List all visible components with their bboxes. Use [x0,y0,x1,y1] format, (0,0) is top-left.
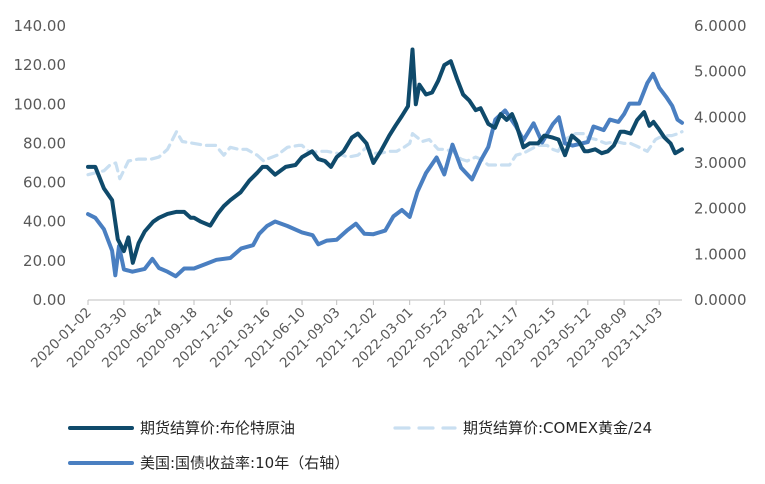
y-left-tick-label: 140.00 [14,17,67,35]
y-left-tick-label: 20.00 [23,252,66,270]
series-line-2 [86,130,684,181]
legend-label-3: 美国:国债收益率:10年（右轴） [140,454,349,472]
y-right-tick-label: 6.0000 [694,17,747,35]
y-left-tick-label: 120.00 [14,56,67,74]
plot-series [86,47,684,279]
y-right-tick-label: 3.0000 [694,154,747,172]
y-left-tick-label: 100.00 [14,95,67,113]
y-right-tick-label: 4.0000 [694,108,747,126]
series-line-1 [86,47,684,265]
y-right-tick-label: 0.0000 [694,291,747,309]
y-right-tick-label: 2.0000 [694,200,747,218]
y-left-tick-label: 80.00 [23,134,66,152]
y-right-tick-label: 1.0000 [694,245,747,263]
y-right-tick-label: 5.0000 [694,63,747,81]
y-left-tick-label: 0.00 [33,291,66,309]
series-line-3 [86,71,684,279]
legend-label-2: 期货结算价:COMEX黄金/24 [463,419,652,437]
legend-label-1: 期货结算价:布伦特原油 [140,419,295,437]
y-left-tick-label: 40.00 [23,213,66,231]
axes: 0.00 20.00 40.00 60.00 80.00 100.00 120.00 140.… [14,17,747,371]
legend: 期货结算价:布伦特原油 期货结算价:COMEX黄金/24 美国:国债收益率:10年（… [68,419,652,472]
y-left-tick-label: 60.00 [23,174,66,192]
